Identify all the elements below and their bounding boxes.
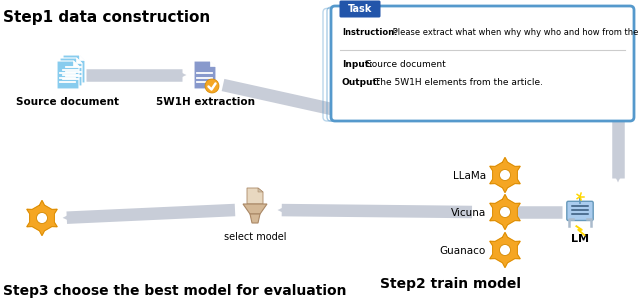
Text: The 5W1H elements from the article.: The 5W1H elements from the article. bbox=[372, 78, 543, 87]
FancyBboxPatch shape bbox=[567, 201, 593, 221]
Text: Output:: Output: bbox=[342, 78, 381, 87]
Text: Step3 choose the best model for evaluation: Step3 choose the best model for evaluati… bbox=[3, 284, 346, 298]
FancyBboxPatch shape bbox=[339, 1, 381, 17]
Text: Step1 data construction: Step1 data construction bbox=[3, 10, 211, 25]
Text: Vicuna: Vicuna bbox=[451, 208, 486, 218]
Text: Input:: Input: bbox=[342, 60, 372, 69]
Text: Guanaco: Guanaco bbox=[440, 246, 486, 256]
Polygon shape bbox=[74, 61, 79, 67]
Polygon shape bbox=[490, 232, 520, 268]
Text: Instruction:: Instruction: bbox=[342, 28, 397, 37]
Polygon shape bbox=[211, 61, 216, 67]
Text: Step2 train model: Step2 train model bbox=[380, 277, 521, 291]
Text: LM: LM bbox=[571, 234, 589, 244]
Circle shape bbox=[205, 79, 219, 93]
Polygon shape bbox=[77, 58, 82, 64]
Text: Please extract what when why why who and how from the news.: Please extract what when why why who and… bbox=[390, 28, 640, 37]
Polygon shape bbox=[60, 58, 82, 86]
Polygon shape bbox=[63, 55, 85, 83]
Circle shape bbox=[499, 169, 511, 181]
Text: LLaMa: LLaMa bbox=[453, 171, 486, 181]
Polygon shape bbox=[194, 61, 216, 89]
Polygon shape bbox=[258, 188, 263, 192]
Text: Task: Task bbox=[348, 4, 372, 14]
Circle shape bbox=[499, 244, 511, 256]
Polygon shape bbox=[79, 55, 85, 61]
Text: 5W1H extraction: 5W1H extraction bbox=[156, 97, 255, 107]
FancyBboxPatch shape bbox=[331, 6, 634, 121]
Text: Source document: Source document bbox=[17, 97, 120, 107]
Polygon shape bbox=[243, 204, 267, 214]
Text: select model: select model bbox=[224, 232, 286, 242]
Polygon shape bbox=[490, 194, 520, 229]
Polygon shape bbox=[490, 157, 520, 193]
Polygon shape bbox=[27, 200, 57, 235]
Polygon shape bbox=[250, 214, 260, 223]
Polygon shape bbox=[247, 188, 263, 204]
Circle shape bbox=[499, 206, 511, 218]
Circle shape bbox=[36, 213, 47, 224]
Text: Source document: Source document bbox=[366, 60, 445, 69]
Polygon shape bbox=[57, 61, 79, 89]
